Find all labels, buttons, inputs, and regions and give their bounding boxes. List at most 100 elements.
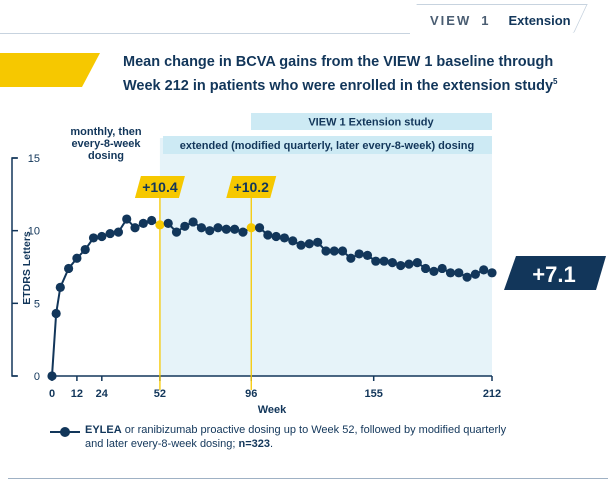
data-point [213,223,223,233]
title-accent-bar [0,53,100,87]
legend-drug-name: EYLEA [85,424,122,436]
data-point [221,224,231,234]
x-tick-label: 155 [365,388,383,400]
data-point [246,223,256,233]
title-line-2: Week 212 in patients who were enrolled i… [123,77,554,94]
data-point [437,263,447,274]
data-point [230,224,240,234]
legend-text: EYLEA or ranibizumab proactive dosing up… [85,423,525,451]
data-point [122,214,132,224]
data-point [171,227,182,237]
callout-box-1 [226,176,277,198]
data-point [163,218,173,228]
data-point [138,218,148,228]
data-point [147,215,157,226]
data-point [205,226,215,236]
legend-n: n=323 [238,438,270,450]
view1-logo-number: 1 [481,12,489,28]
y-tick-label: 10 [28,226,40,238]
view1-logo: VIEW [430,12,472,28]
header-divider [0,33,410,34]
y-axis [11,157,17,377]
data-point [387,258,397,268]
title-reference: 5 [553,77,558,86]
data-point [188,217,198,227]
y-tick-label: 0 [34,371,40,383]
data-point [462,272,472,282]
data-point [362,250,373,260]
data-point [296,240,306,250]
data-point [321,246,331,256]
data-point [354,249,364,259]
end-value-label: +7.1 [532,262,575,287]
data-point [113,227,124,237]
data-point [254,223,265,233]
data-point [337,246,348,256]
data-point [445,268,456,278]
data-point [238,227,248,237]
legend-description: or ranibizumab proactive dosing up to We… [85,424,507,450]
data-point [420,263,431,274]
data-point [279,233,290,243]
callout-box-0 [134,176,185,198]
callout-label-0: +10.4 [142,179,178,195]
x-tick-label: 0 [49,388,55,400]
data-point [196,223,207,233]
data-point [51,308,61,319]
data-point [404,259,414,269]
data-point [105,228,115,239]
data-point [429,266,439,276]
extension-study-label: VIEW 1 Extension study [308,117,434,129]
data-point [329,246,339,256]
callout-label-1: +10.2 [234,179,270,195]
x-tick-label: 96 [245,388,257,400]
data-point [130,223,140,233]
data-point [180,221,190,231]
data-point [313,237,323,247]
data-point [97,231,107,242]
extension-dosing-band [163,136,492,154]
data-point [155,220,165,230]
x-tick-label: 212 [483,388,501,400]
phase1-label-line-0: monthly, then [70,126,142,138]
x-axis-label: Week [258,404,287,416]
data-point [304,239,314,249]
data-point [379,256,389,266]
footer-divider [8,478,608,479]
extension-region [159,138,492,376]
data-point [479,265,489,275]
data-point [346,253,356,263]
phase1-label-line-1: every-8-week [71,138,141,150]
data-point [88,233,99,243]
header-tab-content: VIEW 1 Extension [430,6,571,34]
data-point [288,236,298,246]
data-point [47,371,57,381]
data-point [371,256,381,266]
data-point [396,260,406,271]
data-point [72,253,82,263]
legend-swatch [50,427,80,437]
end-value-box [504,256,606,290]
phase1-label-line-2: dosing [88,150,124,162]
page-title: Mean change in BCVA gains from the VIEW … [123,53,593,96]
x-tick-label: 12 [71,388,83,400]
extension-study-band [251,113,492,130]
data-point [55,282,65,292]
data-point [80,244,90,255]
x-tick-label: 52 [154,388,166,400]
legend-period: . [269,438,274,450]
data-point [412,258,422,268]
data-point [487,268,497,278]
extension-tab-label: Extension [508,12,571,28]
data-point [263,230,273,240]
data-point [470,269,480,279]
data-point [64,263,74,274]
x-tick-label: 24 [96,388,109,400]
data-point [454,268,464,278]
y-tick-label: 15 [28,153,40,165]
data-point [271,231,281,242]
y-tick-label: 5 [34,298,40,310]
extension-dosing-label: extended (modified quarterly, later ever… [180,140,474,152]
y-axis-label: ETDRS Letters [21,231,33,305]
title-line-1: Mean change in BCVA gains from the VIEW … [123,54,554,70]
